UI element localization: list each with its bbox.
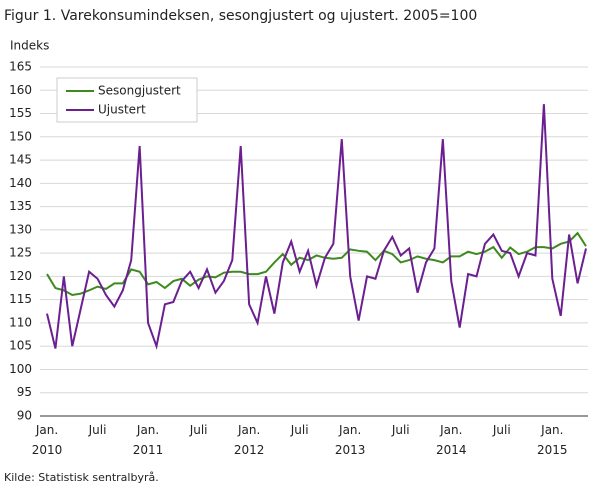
legend-label: Sesongjustert [98,84,181,98]
y-tick-label: 165 [9,60,32,74]
x-tick-label: Jan. 2013 [335,423,366,457]
y-tick-label: 105 [9,339,32,353]
y-tick-label: 110 [9,315,32,329]
y-tick-label: 150 [9,129,32,143]
x-tick-label: Jan. 2014 [436,423,467,457]
y-tick-label: 145 [9,153,32,167]
y-tick-label: 120 [9,269,32,283]
y-tick-label: 135 [9,199,32,213]
y-tick-label: 160 [9,83,32,97]
x-tick-label: Jan. 2012 [234,423,265,457]
legend-box [56,77,198,123]
y-tick-label: 155 [9,106,32,120]
legend-label: Ujustert [98,103,146,117]
x-tick-label: Jan. 2010 [32,423,63,457]
y-tick-label: 95 [17,385,32,399]
y-tick-label: 115 [9,292,32,306]
x-tick-label: Jan. 2015 [537,423,568,457]
y-tick-label: 130 [9,222,32,236]
x-tick-label: Juli [88,423,107,437]
x-tick-label: Juli [189,423,208,437]
data-line [46,104,587,350]
chart-title: Figur 1. Varekonsumindeksen, sesongjuste… [4,8,477,24]
y-tick-label: 140 [9,176,32,190]
y-tick-label: 125 [9,246,32,260]
y-tick-label: 100 [9,362,32,376]
x-tick-label: Juli [492,423,511,437]
data-line [46,231,587,297]
source: Kilde: Statistisk sentralbyrå. [4,471,159,484]
x-tick-label: Juli [391,423,410,437]
x-tick-label: Jan. 2011 [133,423,164,457]
y-axis-label: Indeks [10,39,49,53]
y-tick-label: 90 [17,409,32,423]
x-tick-label: Juli [290,423,309,437]
